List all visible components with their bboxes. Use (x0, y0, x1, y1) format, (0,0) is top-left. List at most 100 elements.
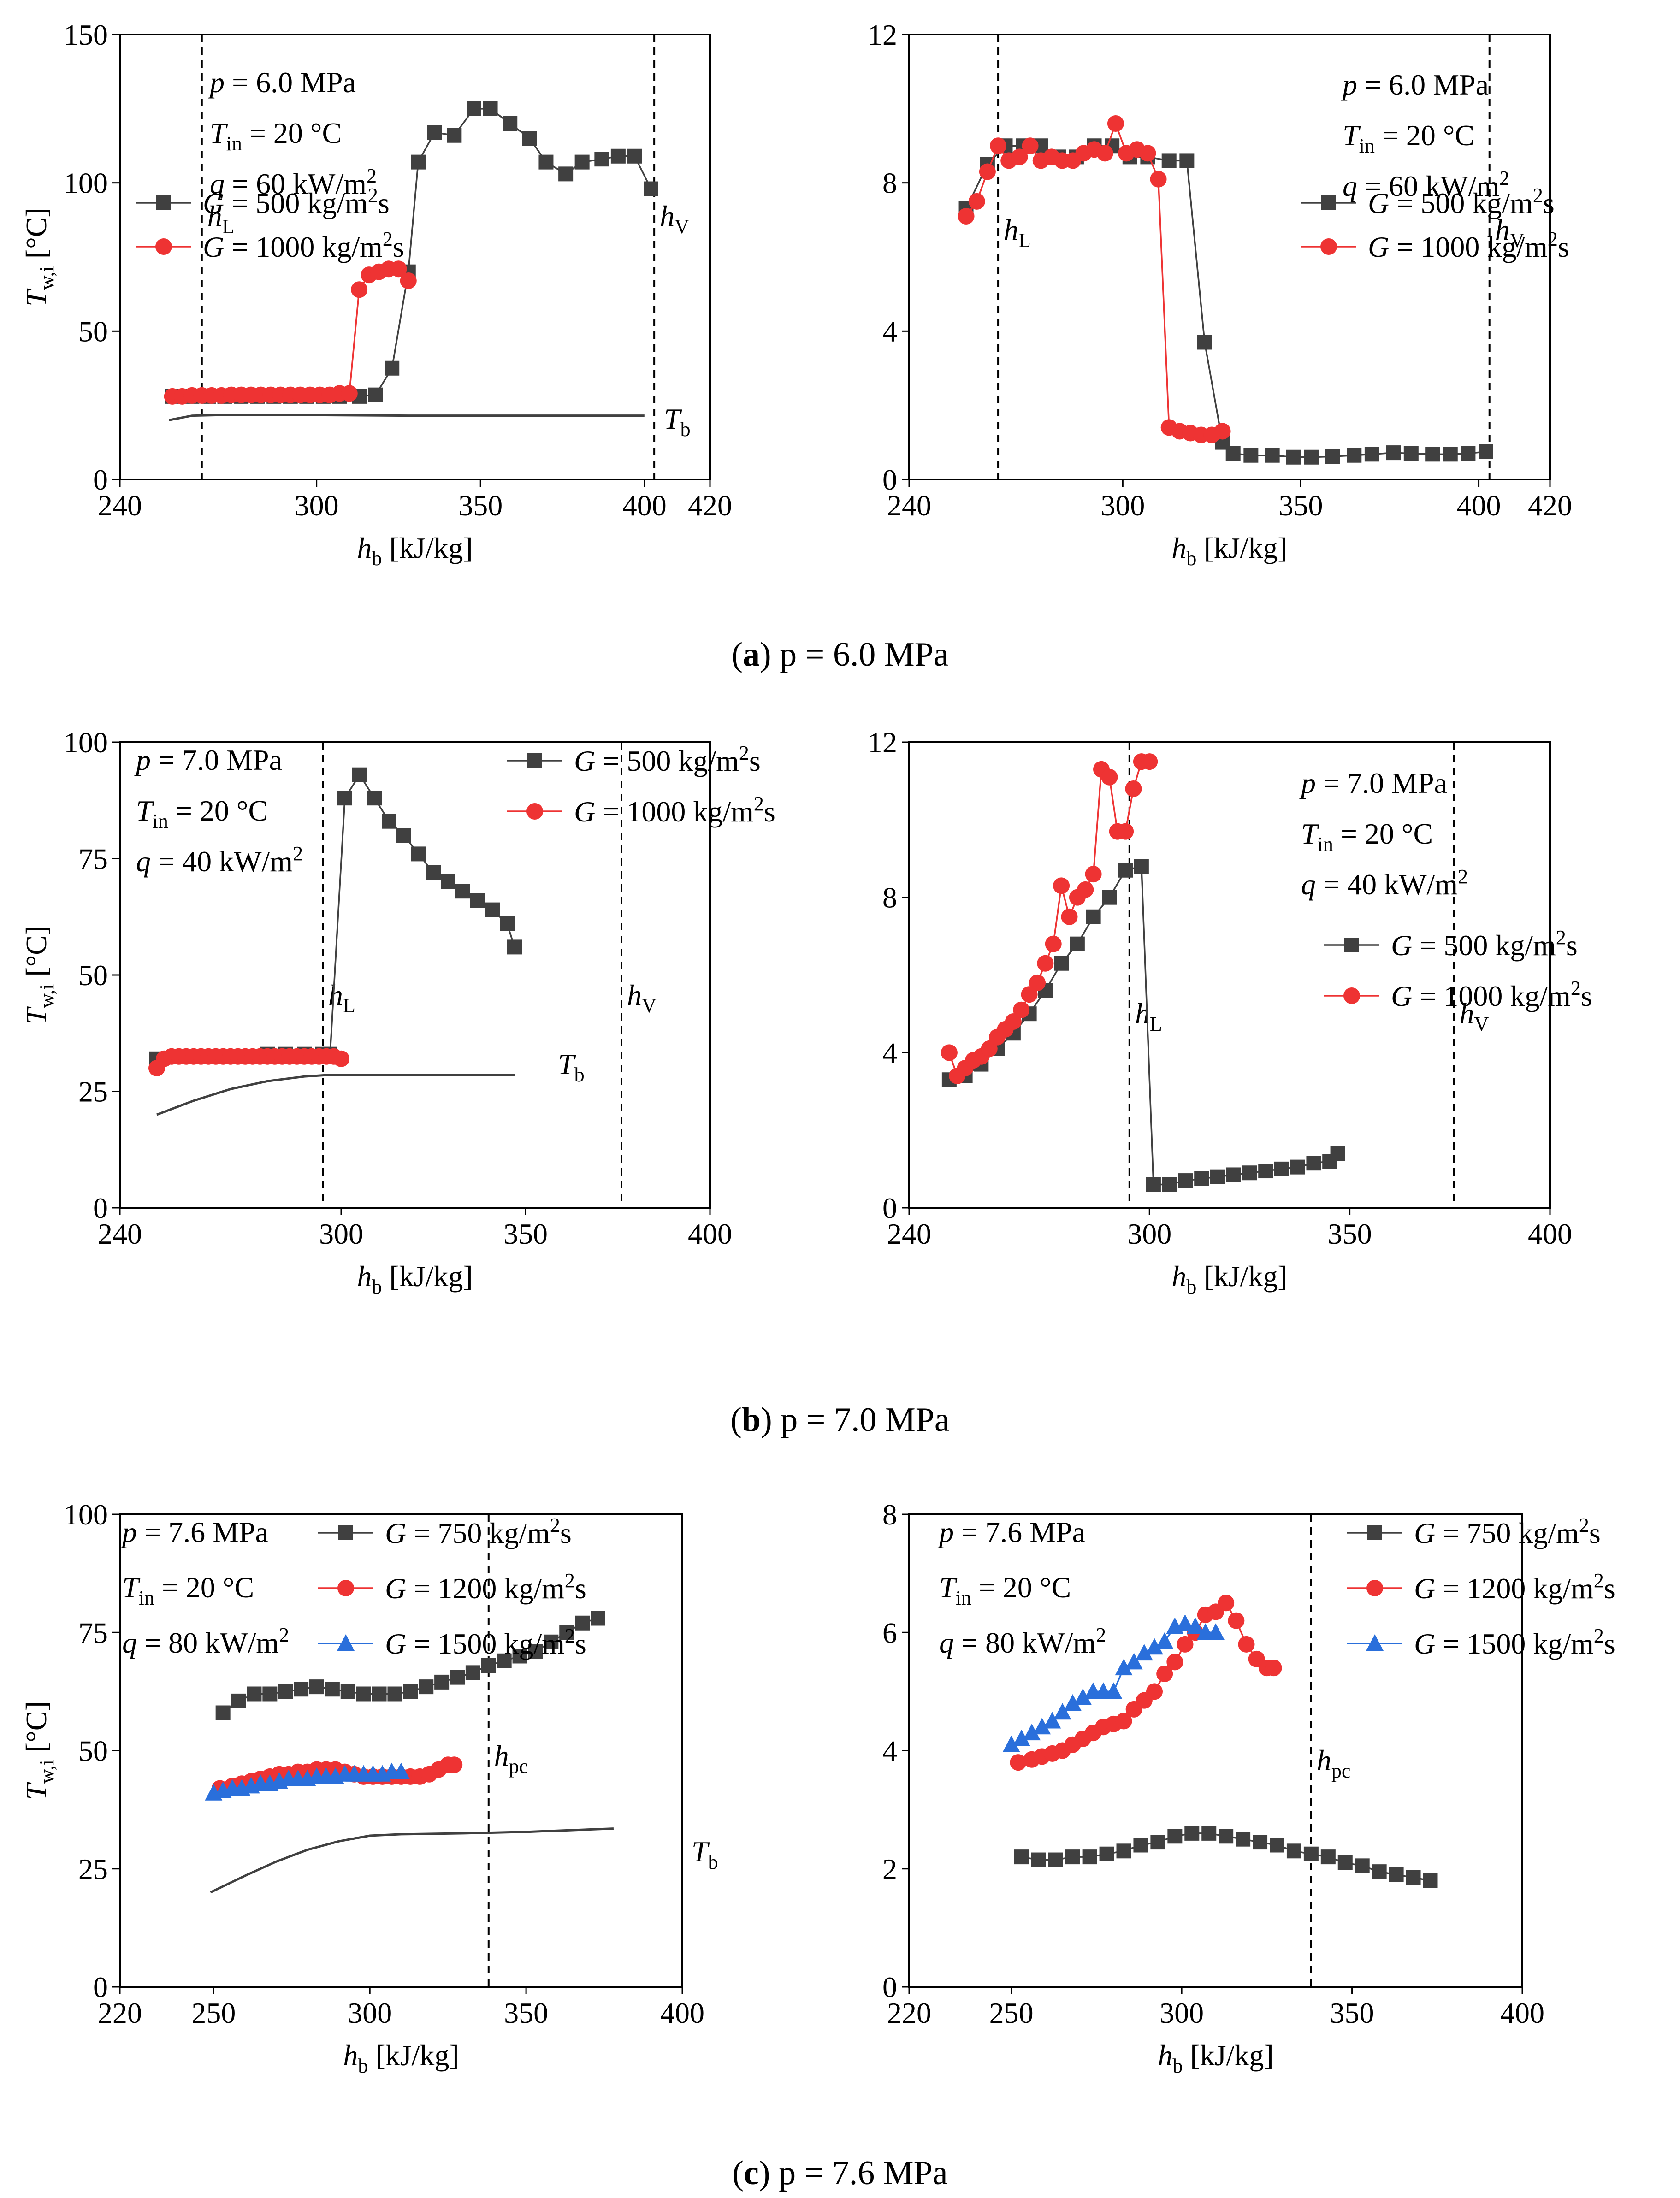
vline-label: hV (627, 979, 657, 1017)
data-point (1355, 1858, 1370, 1873)
caption-c-label: c (744, 2154, 759, 2192)
x-tick-label: 300 (295, 489, 339, 522)
data-point (1236, 1832, 1251, 1847)
data-point (403, 1684, 418, 1699)
condition-annotation: p = 6.0 MPa (1341, 68, 1489, 101)
y-tick-label: 0 (882, 463, 897, 496)
series-1 (1010, 1595, 1282, 1771)
series-line (169, 414, 645, 421)
series-3 (210, 1827, 614, 1894)
x-axis-label: hb [kJ/kg] (343, 2039, 459, 2077)
condition-annotation: p = 7.0 MPa (1299, 767, 1447, 799)
series-line (948, 761, 1150, 1078)
data-point (341, 385, 358, 402)
x-tick-label: 400 (622, 489, 667, 522)
series-1 (958, 115, 1231, 443)
y-tick-label: 0 (882, 1192, 897, 1224)
vline-label: hpc (1317, 1744, 1351, 1782)
data-point (411, 846, 426, 862)
y-axis-label: htc [kW/m2K] (840, 891, 842, 1059)
chart-a-left-wall-temperature: 240 300 350 400 420 0 50 100 150 hb [kJ/kg] Tw,i [… (20, 18, 732, 570)
data-point (1012, 1729, 1030, 1746)
vline-label: hL (1135, 997, 1162, 1035)
y-tick-label: 50 (78, 315, 108, 348)
data-point (1167, 1829, 1183, 1844)
data-point (507, 939, 522, 955)
data-point (1243, 448, 1259, 463)
vline-label: hL (207, 200, 235, 238)
data-point (1146, 1177, 1161, 1192)
data-point (1021, 986, 1038, 1003)
data-point (1118, 863, 1133, 878)
data-point (1461, 446, 1476, 461)
condition-annotation: p = 7.6 MPa (120, 1516, 268, 1548)
vline-label: hL (1004, 213, 1031, 252)
y-tick-label: 25 (78, 1853, 108, 1885)
data-point (396, 828, 411, 843)
x-axis-label: hb [kJ/kg] (1171, 1260, 1287, 1298)
data-point (1265, 448, 1280, 463)
data-point (500, 916, 515, 931)
data-point (309, 1679, 324, 1695)
y-tick-label: 100 (64, 726, 108, 759)
data-point (941, 1044, 958, 1061)
data-point (1156, 1632, 1174, 1649)
legend-marker (1321, 195, 1336, 210)
x-tick-label: 350 (503, 1217, 548, 1250)
data-point (372, 1686, 387, 1702)
data-point (958, 208, 975, 225)
data-point (1372, 1864, 1387, 1879)
data-point (400, 272, 417, 289)
x-tick-label: 420 (1528, 489, 1572, 522)
data-point (610, 148, 626, 164)
condition-annotation: Tin = 20 °C (1343, 119, 1474, 157)
condition-annotation: q = 60 kW/m2 (210, 165, 377, 200)
y-tick-label: 8 (882, 881, 897, 914)
data-point (512, 1648, 527, 1664)
data-point (968, 193, 985, 210)
x-axis-label: hb [kJ/kg] (1158, 2039, 1273, 2077)
series-0 (941, 859, 1345, 1192)
data-point (367, 791, 382, 806)
caption-b-label: b (741, 1401, 761, 1439)
data-point (356, 1686, 371, 1702)
data-point (1023, 1724, 1041, 1741)
data-point (434, 1674, 450, 1690)
data-point (594, 152, 609, 167)
data-point (1011, 148, 1028, 165)
tb-curve-label: Tb (692, 1835, 718, 1873)
series-line (156, 1074, 515, 1116)
legend-label: G = 500 kg/m2s (574, 742, 761, 777)
caption-b-text: p = 7.0 MPa (772, 1401, 950, 1439)
vline-label: hL (328, 979, 355, 1017)
x-tick-label: 400 (1500, 1997, 1544, 2029)
y-tick-label: 4 (882, 1036, 897, 1069)
series-2 (205, 1762, 410, 1801)
data-point (1074, 1688, 1092, 1705)
series-1 (941, 753, 1158, 1084)
data-point (455, 884, 470, 899)
caption-a-label: a (742, 636, 760, 674)
data-point (340, 1684, 355, 1699)
caption-b: (b) p = 7.0 MPa (730, 1401, 950, 1439)
data-point (1107, 115, 1124, 132)
data-point (575, 1615, 590, 1631)
data-point (1186, 1617, 1204, 1634)
x-tick-label: 400 (688, 1217, 732, 1250)
data-point (351, 281, 368, 298)
data-point (247, 1686, 262, 1702)
data-point (1162, 1177, 1177, 1192)
data-point (1116, 1843, 1131, 1859)
data-point (465, 1665, 480, 1680)
data-point (385, 360, 400, 376)
data-point (470, 893, 485, 908)
tb-curve-label: Tb (664, 402, 691, 441)
data-point (262, 1686, 278, 1702)
x-tick-label: 220 (98, 1997, 142, 2029)
data-point (1320, 1849, 1336, 1865)
legend-marker (155, 238, 172, 255)
data-point (1161, 153, 1177, 168)
data-point (1043, 1712, 1061, 1729)
data-point (1347, 448, 1362, 463)
data-point (450, 1670, 465, 1685)
